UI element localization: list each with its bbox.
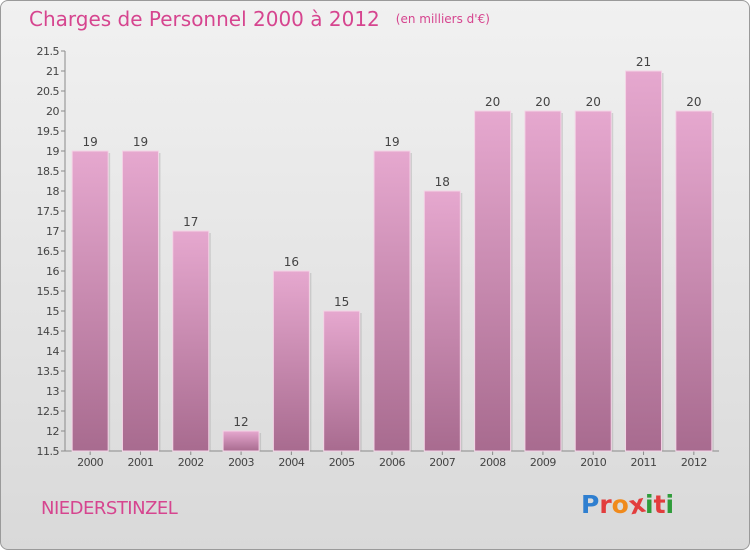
- x-tick-label: 2010: [580, 456, 606, 469]
- x-tick-label: 2007: [429, 456, 455, 469]
- data-label: 17: [183, 215, 198, 229]
- logo-letter: r: [599, 490, 612, 519]
- bar-2002: [172, 230, 210, 452]
- proxiti-logo: Proxiti: [581, 489, 675, 521]
- y-tick-label: 20.5: [37, 85, 60, 98]
- chart-subtitle: (en milliers d'€): [395, 12, 490, 26]
- bar-2011: [625, 70, 663, 452]
- y-tick-label: 21.5: [37, 45, 60, 58]
- x-tick-label: 2008: [480, 456, 506, 469]
- data-label: 16: [284, 255, 299, 269]
- x-tick-label: 2004: [278, 456, 304, 469]
- logo-letter: P: [581, 490, 600, 519]
- bar-2004: [272, 270, 310, 452]
- y-tick-label: 17.5: [37, 205, 60, 218]
- commune-name: NIEDERSTINZEL: [41, 498, 178, 519]
- chart-title-text: Charges de Personnel 2000 à 2012: [29, 7, 380, 31]
- data-label: 19: [133, 135, 148, 149]
- bar-2000: [71, 150, 109, 452]
- x-tick-label: 2003: [228, 456, 254, 469]
- y-tick-label: 16: [46, 265, 59, 278]
- y-tick-label: 13: [46, 385, 59, 398]
- bar-2006: [373, 150, 411, 452]
- y-tick-label: 19: [46, 145, 59, 158]
- bars: 19 19 17 12 16 15 19 18 20 20 20 21 20: [71, 55, 714, 452]
- data-label: 19: [384, 135, 399, 149]
- data-label: 21: [636, 55, 651, 69]
- data-label: 15: [334, 295, 349, 309]
- y-tick-label: 12.5: [37, 405, 60, 418]
- axes: 11.5 12 12.5 13 13.5 14 14.5 15 15.5 16 16.5 17 17.5…: [37, 45, 719, 469]
- bar-2007: [423, 190, 461, 452]
- data-label: 20: [485, 95, 500, 109]
- y-tick-label: 13.5: [37, 365, 60, 378]
- x-tick-label: 2011: [631, 456, 657, 469]
- y-tick-label: 18.5: [37, 165, 60, 178]
- y-tick-label: 16.5: [37, 245, 60, 258]
- y-tick-label: 15: [46, 305, 59, 318]
- logo-letter: o: [611, 490, 629, 519]
- y-tick-label: 14.5: [37, 325, 60, 338]
- y-tick-label: 21: [46, 65, 59, 78]
- data-label: 12: [233, 415, 248, 429]
- x-tick-label: 2000: [77, 456, 103, 469]
- y-tick-label: 14: [46, 345, 59, 358]
- y-tick-label: 11.5: [37, 445, 60, 458]
- y-tick-label: 20: [46, 105, 59, 118]
- bar-2005: [323, 310, 361, 452]
- data-label: 19: [83, 135, 98, 149]
- data-label: 18: [435, 175, 450, 189]
- data-label: 20: [686, 95, 701, 109]
- data-label: 20: [586, 95, 601, 109]
- y-tick-label: 18: [46, 185, 59, 198]
- x-tick-label: 2009: [530, 456, 556, 469]
- x-tick-label: 2005: [329, 456, 355, 469]
- y-tick-label: 19.5: [37, 125, 60, 138]
- y-tick-label: 12: [46, 425, 59, 438]
- bar-2012: [675, 110, 713, 452]
- bar-2008: [474, 110, 512, 452]
- bar-2010: [574, 110, 612, 452]
- bar-2003: [222, 430, 260, 452]
- logo-letter: i: [665, 490, 675, 519]
- x-tick-label: 2002: [178, 456, 204, 469]
- y-tick-label: 17: [46, 225, 59, 238]
- x-tick-label: 2001: [127, 456, 153, 469]
- x-tick-label: 2012: [681, 456, 707, 469]
- data-label: 20: [535, 95, 550, 109]
- x-tick-label: 2006: [379, 456, 405, 469]
- logo-letter: i: [645, 490, 654, 519]
- logo-letter: t: [653, 490, 666, 519]
- y-tick-label: 15.5: [37, 285, 60, 298]
- chart-title: Charges de Personnel 2000 à 2012 (en mill…: [29, 7, 490, 31]
- bar-2009: [524, 110, 562, 452]
- bar-2001: [121, 150, 159, 452]
